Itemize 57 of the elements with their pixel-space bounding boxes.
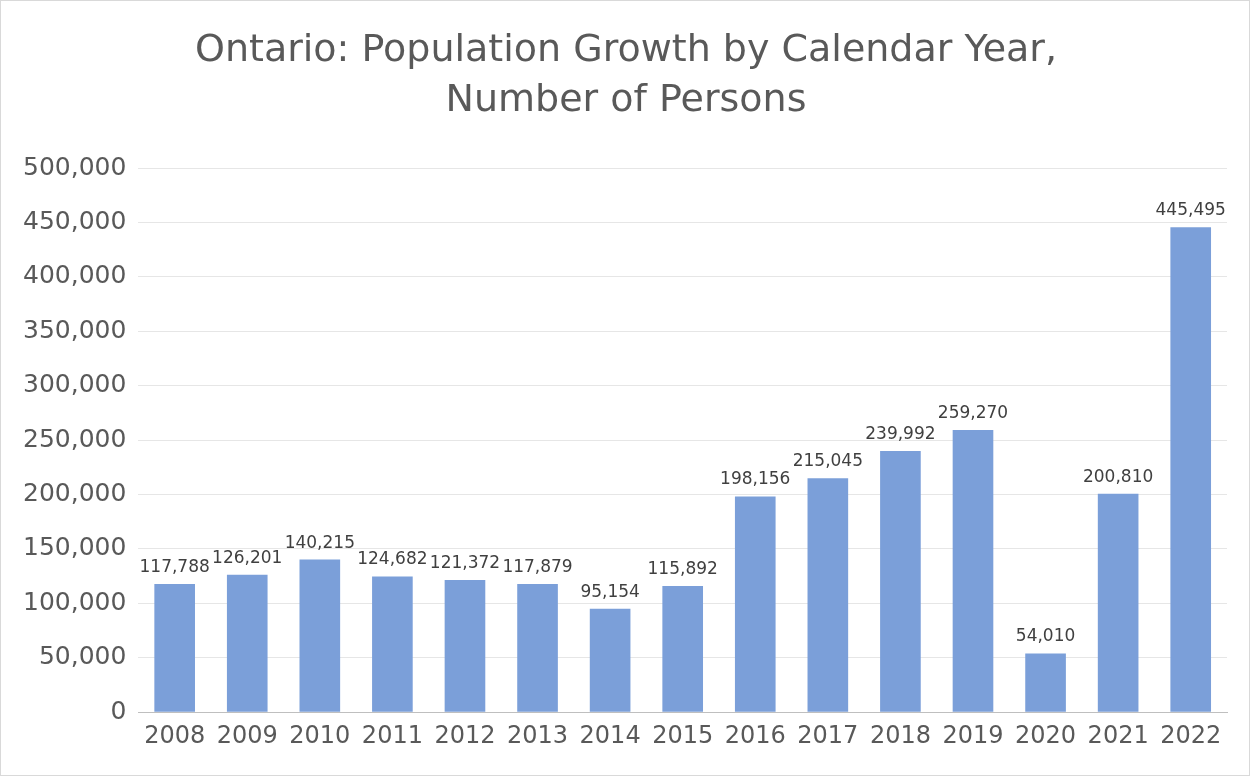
y-tick-label: 400,000 [22, 260, 127, 290]
data-label: 124,682 [357, 548, 428, 569]
bar [1025, 653, 1066, 712]
bar [734, 496, 776, 712]
x-tick-label: 2021 [1087, 720, 1149, 749]
data-label: 215,045 [792, 450, 863, 471]
data-label: 117,879 [502, 555, 573, 576]
y-tick-label: 450,000 [22, 205, 127, 235]
bar [154, 584, 195, 712]
data-label: 200,810 [1082, 465, 1154, 486]
x-tick-label: 2012 [434, 720, 496, 749]
x-tick-label: 2018 [869, 720, 931, 749]
data-label: 121,372 [429, 552, 501, 573]
x-tick-label: 2010 [289, 720, 351, 749]
y-tick-label: 300,000 [22, 369, 127, 399]
data-label: 140,215 [284, 531, 355, 552]
bar [662, 586, 704, 712]
bar [880, 450, 921, 712]
data-label: 259,270 [937, 401, 1009, 422]
x-tick-label: 2019 [942, 720, 1004, 749]
chart-title: Ontario: Population Growth by Calendar Year, Number of Persons [194, 25, 1058, 122]
x-tick-label: 2011 [361, 720, 423, 749]
data-label: 54,010 [1015, 625, 1076, 646]
x-tick-label: 2009 [216, 720, 278, 749]
data-label: 445,495 [1155, 199, 1226, 220]
y-tick-label: 500,000 [22, 151, 127, 181]
bar [299, 559, 341, 712]
bar [807, 478, 849, 712]
x-tick-label: 2014 [579, 720, 641, 749]
y-tick-label: 350,000 [22, 314, 127, 344]
bar [952, 430, 994, 712]
y-tick-label: 250,000 [22, 423, 127, 453]
bar [517, 583, 558, 712]
data-label: 126,201 [212, 546, 283, 567]
data-label: 198,156 [720, 468, 791, 489]
y-tick-label: 200,000 [22, 478, 127, 508]
x-tick-label: 2022 [1160, 720, 1222, 749]
data-label: 115,892 [647, 557, 718, 578]
bar [444, 580, 486, 712]
bar [372, 576, 413, 712]
y-tick-label: 100,000 [22, 586, 127, 616]
x-tick-label: 2013 [507, 720, 569, 749]
data-label: 117,788 [139, 555, 210, 576]
bar [589, 608, 631, 712]
x-tick-label: 2015 [652, 720, 714, 749]
bar [1170, 227, 1212, 712]
y-tick-label: 0 [110, 695, 127, 725]
data-label: 95,154 [580, 580, 640, 601]
x-tick-label: 2020 [1015, 720, 1077, 749]
x-tick-label: 2008 [144, 720, 206, 749]
x-tick-label: 2016 [724, 720, 786, 749]
data-label: 239,992 [865, 422, 936, 443]
y-tick-label: 50,000 [38, 641, 127, 671]
bar [226, 574, 268, 712]
bar [1097, 493, 1139, 712]
y-tick-label: 150,000 [22, 532, 127, 562]
x-tick-label: 2017 [797, 720, 859, 749]
